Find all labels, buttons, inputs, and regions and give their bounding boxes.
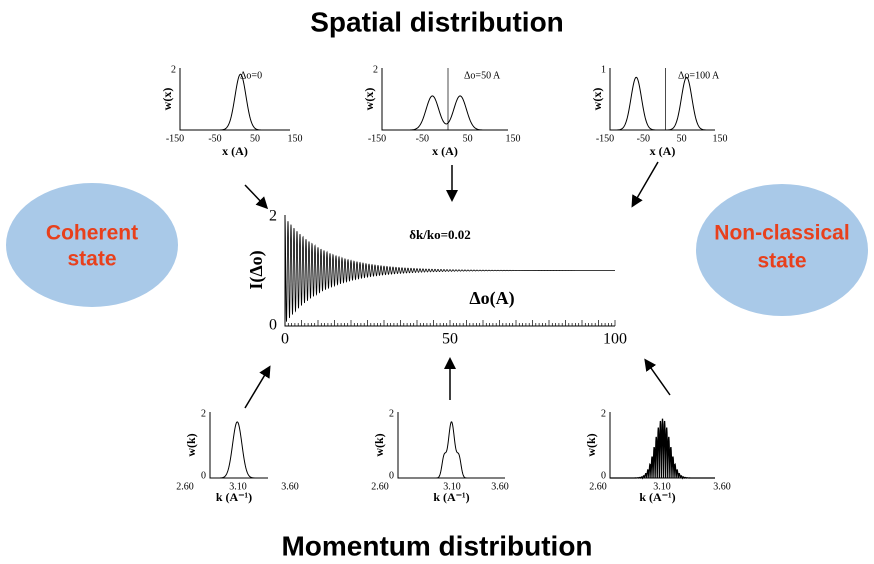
x-tick-label: -50: [637, 133, 650, 144]
x-tick-label: 3.60: [491, 481, 509, 492]
left-state: Coherent: [46, 222, 138, 245]
right-state: Non-classical: [714, 222, 849, 245]
y-label: w(x): [590, 88, 604, 111]
y-tick-label: 2: [269, 208, 277, 225]
x-tick-label: 50: [442, 331, 458, 348]
curve: [382, 96, 508, 130]
annotation: Δo=50 A: [464, 70, 501, 81]
curve: [610, 77, 715, 130]
y-label: I(Δo): [246, 250, 267, 289]
x-tick-label: 2.60: [176, 481, 194, 492]
x-tick-label: 100: [603, 331, 627, 348]
annotation: δk/ko=0.02: [409, 227, 470, 242]
x-tick-label: -150: [166, 133, 184, 144]
y-tick-label: 0: [389, 470, 394, 481]
y-tick-label: 2: [201, 408, 206, 419]
curve: [210, 422, 268, 478]
x-tick-label: 50: [250, 133, 260, 144]
y-tick-label: 2: [373, 64, 378, 75]
x-tick-label: -50: [208, 133, 221, 144]
x-label: k (A⁻¹): [639, 490, 675, 504]
y-tick-label: 0: [601, 470, 606, 481]
x-tick-label: 150: [506, 133, 521, 144]
bottom-title: Momentum distribution: [281, 530, 592, 561]
y-label: w(x): [160, 88, 174, 111]
x-tick-label: 150: [713, 133, 728, 144]
y-tick-label: 2: [601, 408, 606, 419]
x-tick-label: 2.60: [371, 481, 389, 492]
x-label: Δo(A): [469, 288, 514, 309]
slide: Spatial distribution Momentum distributi…: [0, 0, 874, 564]
x-label: x (A): [222, 144, 248, 158]
y-tick-label: 2: [389, 408, 394, 419]
curve: [398, 422, 505, 478]
annotation: Δo=100 A: [678, 70, 720, 81]
x-tick-label: 150: [288, 133, 303, 144]
y-tick-label: 0: [269, 317, 277, 334]
x-tick-label: 3.60: [281, 481, 299, 492]
y-tick-label: 2: [171, 64, 176, 75]
y-tick-label: 1: [601, 64, 606, 75]
axes: [210, 412, 268, 478]
curve: [180, 74, 290, 130]
x-tick-label: -150: [596, 133, 614, 144]
x-tick-label: 3.60: [713, 481, 731, 492]
x-label: k (A⁻¹): [216, 490, 252, 504]
x-tick-label: 0: [281, 331, 289, 348]
right-state: state: [757, 250, 806, 273]
curve: [610, 419, 715, 478]
left-state: state: [67, 248, 116, 271]
x-tick-label: -50: [416, 133, 429, 144]
x-tick-label: 50: [677, 133, 687, 144]
arrows: [245, 162, 670, 408]
y-label: w(x): [362, 88, 376, 111]
x-label: k (A⁻¹): [433, 490, 469, 504]
x-label: x (A): [432, 144, 458, 158]
x-tick-label: 2.60: [589, 481, 607, 492]
top-title: Spatial distribution: [310, 6, 564, 37]
x-tick-label: -150: [368, 133, 386, 144]
y-label: w(k): [184, 433, 198, 456]
annotation: Δo=0: [240, 70, 262, 81]
x-tick-label: 50: [463, 133, 473, 144]
x-label: x (A): [650, 144, 676, 158]
y-tick-label: 0: [201, 470, 206, 481]
y-label: w(k): [584, 433, 598, 456]
left-ellipse: [6, 183, 178, 307]
y-label: w(k): [372, 433, 386, 456]
